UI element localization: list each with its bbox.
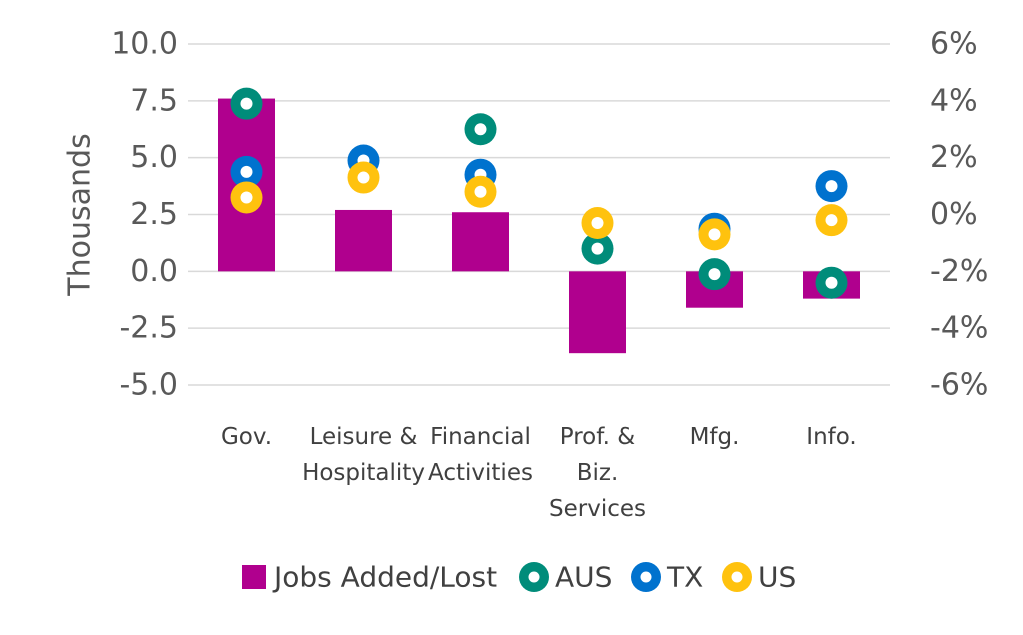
point-center [825,276,838,289]
category-label: Biz. [577,460,619,486]
point-center [474,123,487,136]
point-center [240,165,253,178]
point-center [357,171,370,184]
category-label: Activities [428,460,533,486]
y-axis-title: Thousands [63,133,98,296]
legend-marker-center [731,571,743,583]
bar [569,271,626,354]
y-tick-label: 0.0 [130,254,178,289]
category-label: Financial [430,424,531,450]
y2-tick-label: -4% [930,311,988,346]
legend-swatch-bar [242,565,266,589]
y-tick-label: -5.0 [119,368,178,403]
y2-tick-label: 0% [930,197,978,232]
category-label: Prof. & [560,424,636,450]
y-tick-label: 7.5 [130,83,178,118]
y2-tick-label: 4% [930,83,978,118]
y-tick-label: -2.5 [119,311,178,346]
y-tick-label: 2.5 [130,197,178,232]
category-label: Info. [806,424,856,450]
point-center [708,228,721,241]
legend-label: US [758,561,796,594]
y2-tick-label: -2% [930,254,988,289]
y2-tick-label: -6% [930,368,988,403]
point-center [825,180,838,193]
point-center [240,191,253,204]
legend-marker-center [640,571,652,583]
category-label: Leisure & [310,424,418,450]
y-tick-label: 10.0 [111,27,178,62]
category-label: Services [549,496,646,522]
legend-label: TX [666,561,703,594]
point-center [240,97,253,110]
y2-tick-label: 6% [930,27,978,62]
legend-label: Jobs Added/Lost [272,561,497,594]
bar [335,209,392,272]
point-center [591,217,604,230]
category-label: Hospitality [302,460,425,486]
point-center [591,242,604,255]
y2-tick-label: 2% [930,140,978,175]
point-center [474,185,487,198]
category-label: Gov. [221,424,272,450]
bar [452,212,509,272]
legend-marker-center [528,571,540,583]
y-tick-label: 5.0 [130,140,178,175]
point-center [708,268,721,281]
legend-label: AUS [555,561,612,594]
point-center [825,214,838,227]
category-label: Mfg. [690,424,740,450]
